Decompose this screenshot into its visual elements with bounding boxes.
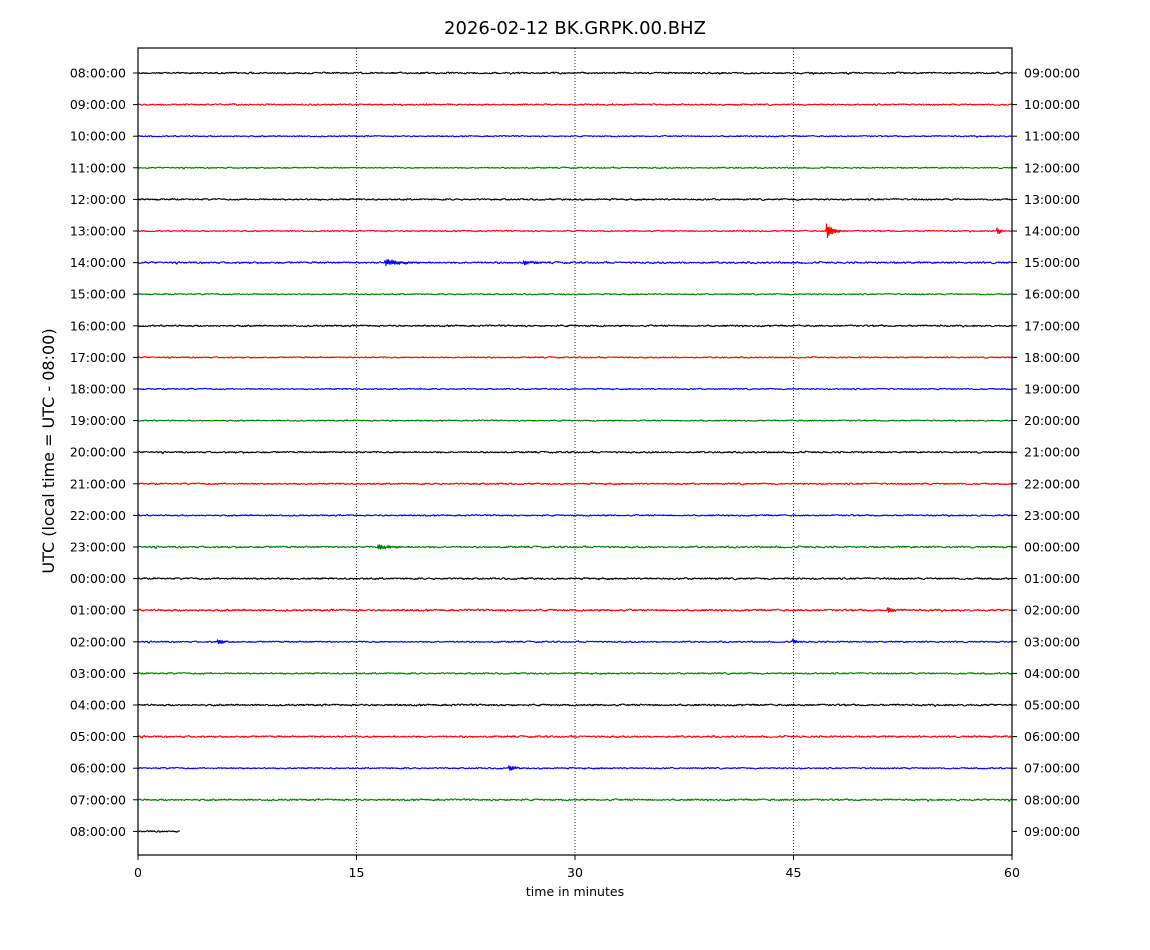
right-time-label: 19:00:00 (1024, 382, 1080, 397)
trace-row-18 (137, 638, 1013, 645)
trace-row-8 (137, 324, 1013, 328)
trace-row-23 (137, 798, 1013, 802)
trace-row-3 (137, 166, 1013, 170)
grid-lines (356, 48, 794, 855)
right-time-label: 23:00:00 (1024, 508, 1080, 523)
right-time-label: 13:00:00 (1024, 192, 1080, 207)
left-time-label: 02:00:00 (70, 634, 126, 649)
left-time-label: 13:00:00 (70, 224, 126, 239)
left-time-label: 07:00:00 (70, 792, 126, 807)
left-time-label: 10:00:00 (70, 129, 126, 144)
left-time-label: 18:00:00 (70, 382, 126, 397)
x-tick-label: 0 (134, 865, 142, 880)
right-time-label: 16:00:00 (1024, 287, 1080, 302)
trace-row-24 (137, 830, 181, 833)
left-time-label: 12:00:00 (70, 192, 126, 207)
trace-row-16 (137, 576, 1013, 581)
seismic-traces (137, 71, 1013, 833)
plot-frame (137, 47, 1013, 856)
left-time-label: 20:00:00 (70, 445, 126, 460)
right-time-label: 21:00:00 (1024, 445, 1080, 460)
left-time-label: 16:00:00 (70, 318, 126, 333)
x-axis-ticks: 0 15 30 45 60 (134, 855, 1020, 880)
left-time-label: 04:00:00 (70, 698, 126, 713)
right-time-label: 15:00:00 (1024, 255, 1080, 270)
left-time-label: 03:00:00 (70, 666, 126, 681)
left-time-label: 22:00:00 (70, 508, 126, 523)
trace-row-4 (137, 197, 1013, 201)
left-time-label: 17:00:00 (70, 350, 126, 365)
trace-row-19 (137, 671, 1013, 675)
left-time-label: 21:00:00 (70, 476, 126, 491)
right-time-label: 05:00:00 (1024, 698, 1080, 713)
x-axis-label: time in minutes (526, 884, 624, 899)
right-time-label: 03:00:00 (1024, 634, 1080, 649)
trace-row-14 (137, 513, 1013, 518)
right-time-label: 00:00:00 (1024, 540, 1080, 555)
trace-row-2 (137, 134, 1013, 138)
right-time-label: 14:00:00 (1024, 224, 1080, 239)
right-time-label: 18:00:00 (1024, 350, 1080, 365)
trace-row-11 (137, 419, 1013, 423)
right-time-label: 20:00:00 (1024, 413, 1080, 428)
left-time-labels: 08:00:00 09:00:00 10:00:00 11:00:00 12:00:00… (70, 66, 138, 839)
right-time-label: 02:00:00 (1024, 603, 1080, 618)
left-time-label: 11:00:00 (70, 160, 126, 175)
right-time-label: 09:00:00 (1024, 66, 1080, 81)
right-time-label: 04:00:00 (1024, 666, 1080, 681)
trace-row-6 (137, 259, 1013, 267)
y-axis-label: UTC (local time = UTC - 08:00) (39, 328, 58, 573)
x-tick-label: 45 (786, 865, 802, 880)
left-time-label: 09:00:00 (70, 97, 126, 112)
left-time-label: 23:00:00 (70, 540, 126, 555)
x-tick-label: 60 (1004, 865, 1020, 880)
left-time-label: 14:00:00 (70, 255, 126, 270)
trace-row-17 (137, 607, 1013, 613)
right-time-label: 08:00:00 (1024, 792, 1080, 807)
left-time-label: 05:00:00 (70, 729, 126, 744)
trace-row-15 (137, 544, 1013, 550)
right-time-label: 12:00:00 (1024, 160, 1080, 175)
x-tick-label: 15 (349, 865, 365, 880)
trace-row-10 (137, 387, 1013, 391)
right-time-label: 06:00:00 (1024, 729, 1080, 744)
trace-row-13 (137, 482, 1013, 486)
trace-row-1 (137, 102, 1013, 107)
left-time-label: 19:00:00 (70, 413, 126, 428)
right-time-label: 22:00:00 (1024, 476, 1080, 491)
left-time-label: 06:00:00 (70, 761, 126, 776)
trace-row-9 (137, 355, 1013, 360)
right-time-label: 17:00:00 (1024, 318, 1080, 333)
right-time-label: 11:00:00 (1024, 129, 1080, 144)
right-time-labels: 09:00:00 10:00:00 11:00:00 12:00:00 13:00:00… (1012, 66, 1080, 839)
chart-title: 2026-02-12 BK.GRPK.00.BHZ (444, 18, 706, 39)
right-time-label: 01:00:00 (1024, 571, 1080, 586)
left-time-label: 00:00:00 (70, 571, 126, 586)
left-time-label: 01:00:00 (70, 603, 126, 618)
trace-row-0 (137, 71, 1013, 75)
right-time-label: 07:00:00 (1024, 761, 1080, 776)
trace-row-5 (137, 223, 1013, 239)
trace-row-21 (137, 734, 1013, 739)
left-time-label: 15:00:00 (70, 287, 126, 302)
trace-row-7 (137, 292, 1013, 296)
right-time-label: 10:00:00 (1024, 97, 1080, 112)
left-time-label: 08:00:00 (70, 66, 126, 81)
right-time-label: 09:00:00 (1024, 824, 1080, 839)
trace-row-22 (137, 765, 1013, 772)
trace-row-12 (137, 450, 1013, 455)
left-time-label: 08:00:00 (70, 824, 126, 839)
trace-row-20 (137, 703, 1013, 708)
x-tick-label: 30 (567, 865, 583, 880)
